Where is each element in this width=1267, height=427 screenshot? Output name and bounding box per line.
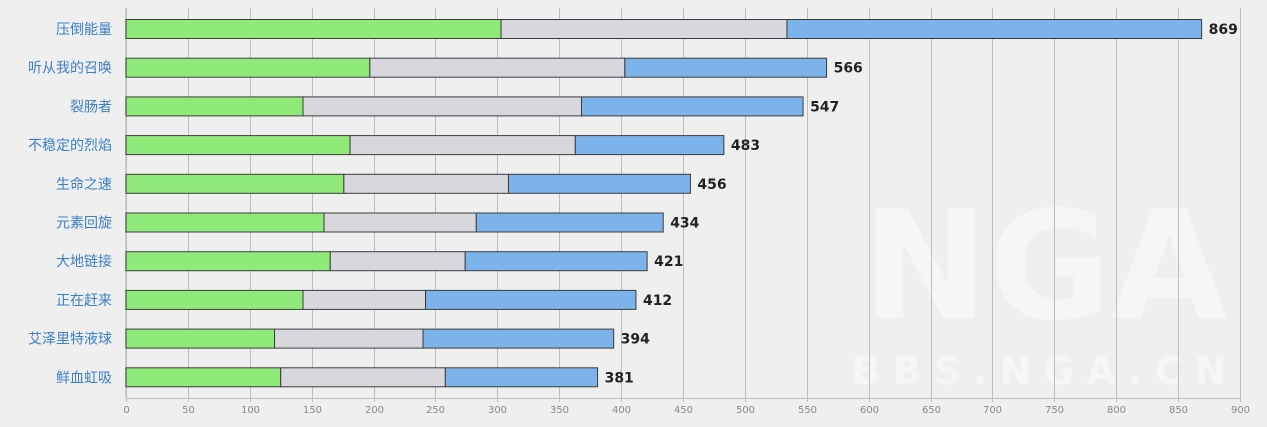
category-label: 大地链接 — [56, 253, 112, 270]
nga-watermark: NGA BBS.NGA.CN — [852, 180, 1239, 393]
total-value-label: 547 — [810, 99, 839, 115]
total-labels: 869 566 547 483 456 434 421 412 394 381 — [605, 22, 1238, 386]
x-tick-label: 900 — [1231, 405, 1250, 416]
bar-segment-1 — [125, 251, 331, 272]
x-tick-label: 300 — [488, 405, 507, 416]
x-tick-label: 100 — [241, 405, 260, 416]
x-tick-label: 550 — [798, 405, 817, 416]
x-tick-label: 200 — [365, 405, 384, 416]
x-tick-label: 400 — [612, 405, 631, 416]
x-axis: 0 50 100 150 200 250 300 350 400 450 500 550 600 650 7… — [123, 398, 1250, 416]
bar-segment-3 — [464, 251, 648, 272]
bar-segment-1 — [125, 135, 351, 156]
bar-segment-3 — [786, 19, 1203, 39]
bar-segment-3 — [444, 367, 599, 388]
bars — [125, 19, 1203, 388]
bar-segment-2 — [349, 135, 576, 156]
category-label: 正在赶来 — [56, 293, 112, 309]
bar-segment-2 — [343, 173, 509, 194]
bar-segment-2 — [274, 328, 424, 349]
bar-segment-1 — [125, 289, 304, 310]
x-tick-label: 600 — [860, 405, 879, 416]
bar-segment-2 — [280, 367, 446, 388]
bar-segment-2 — [369, 57, 626, 78]
x-tick-label: 750 — [1045, 405, 1064, 416]
bar-segment-2 — [302, 289, 427, 310]
category-label: 鲜血虹吸 — [56, 370, 112, 386]
bar-segment-3 — [574, 135, 725, 156]
category-label: 压倒能量 — [56, 22, 112, 38]
category-label: 艾泽里特液球 — [28, 332, 112, 348]
bar-segment-1 — [125, 212, 325, 233]
x-tick-label: 800 — [1107, 405, 1126, 416]
total-value-label: 869 — [1209, 22, 1238, 38]
bar-segment-3 — [422, 328, 615, 349]
x-tick-label: 50 — [182, 405, 195, 416]
bar-segment-1 — [125, 19, 502, 39]
bar-segment-3 — [475, 212, 664, 233]
bar-segment-2 — [302, 96, 583, 117]
bar-segment-1 — [125, 96, 304, 117]
x-tick-label: 450 — [674, 405, 693, 416]
total-value-label: 434 — [670, 216, 699, 232]
total-value-label: 394 — [621, 332, 650, 348]
bar-segment-2 — [329, 251, 466, 272]
category-label: 裂肠者 — [70, 99, 112, 115]
bar-segment-3 — [581, 96, 804, 117]
total-value-label: 566 — [834, 61, 863, 77]
category-labels: 压倒能量听从我的召唤裂肠者不稳定的烈焰生命之速元素回旋大地链接正在赶来艾泽里特液… — [28, 22, 112, 386]
category-label: 不稳定的烈焰 — [28, 138, 112, 154]
bar-segment-1 — [125, 173, 345, 194]
x-tick-label: 850 — [1169, 405, 1188, 416]
category-label: 听从我的召唤 — [28, 60, 112, 77]
total-value-label: 456 — [697, 177, 726, 193]
total-value-label: 381 — [605, 370, 634, 386]
watermark-logo-text: NGA — [863, 180, 1228, 354]
bar-segment-1 — [125, 328, 276, 349]
x-tick-label: 0 — [123, 405, 129, 416]
bar-segment-1 — [125, 57, 371, 78]
category-label: 生命之速 — [56, 176, 112, 193]
bar-segment-2 — [323, 212, 477, 233]
bar-segment-3 — [624, 57, 828, 78]
bar-segment-2 — [500, 19, 788, 39]
total-value-label: 412 — [643, 293, 672, 309]
category-label: 元素回旋 — [56, 216, 112, 232]
bar-segment-1 — [125, 367, 282, 388]
watermark-url-text: BBS.NGA.CN — [852, 349, 1239, 393]
x-tick-label: 250 — [426, 405, 445, 416]
bar-segment-3 — [507, 173, 691, 194]
total-value-label: 421 — [654, 254, 683, 270]
x-tick-label: 650 — [922, 405, 941, 416]
x-tick-label: 500 — [736, 405, 755, 416]
x-tick-label: 150 — [303, 405, 322, 416]
total-value-label: 483 — [731, 138, 760, 154]
bar-segment-3 — [425, 289, 637, 310]
x-tick-label: 700 — [983, 405, 1002, 416]
x-tick-label: 350 — [550, 405, 569, 416]
